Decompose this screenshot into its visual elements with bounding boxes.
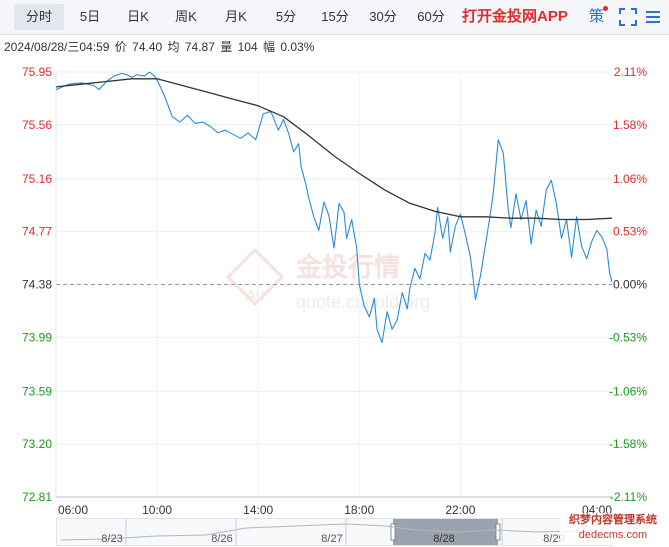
site-watermark-line1: 织梦内容管理系统 [569, 514, 657, 526]
tab-30min[interactable]: 30分 [369, 9, 397, 24]
time-tick-label: 14:00 [243, 503, 273, 517]
navigator-right-handle[interactable] [495, 523, 501, 541]
navigator-date-label: 8/23 [101, 533, 122, 545]
time-tick-label: 06:00 [58, 503, 88, 517]
percent-tick-label: -1.58% [609, 437, 647, 451]
price-tick-label: 73.99 [22, 330, 52, 344]
info-volume-value: 104 [237, 40, 258, 54]
notification-dot [603, 6, 608, 11]
site-watermark: 织梦内容管理系统 dedecms.com [560, 513, 666, 545]
navigator-sparkline [60, 523, 609, 541]
percent-tick-label: -1.06% [609, 384, 647, 398]
navigator-selection[interactable] [393, 519, 498, 545]
tab-daily-k[interactable]: 日K [127, 9, 149, 24]
percent-tick-label: 1.06% [613, 172, 647, 186]
info-change-label: 幅 [262, 40, 275, 54]
tab-weekly-k[interactable]: 周K [175, 9, 197, 24]
info-price-label: 价 [114, 40, 127, 54]
percent-tick-label: 1.58% [613, 118, 647, 132]
tab-monthly-k[interactable]: 月K [225, 9, 247, 24]
price-tick-label: 73.20 [22, 437, 52, 451]
price-tick-label: 74.77 [22, 225, 52, 239]
watermark-logo: Au [225, 247, 285, 307]
navigator-date-label: 8/28 [433, 533, 454, 545]
navigator-background [56, 518, 612, 546]
tab-intraday[interactable]: 分时 [14, 4, 64, 30]
info-avg-value: 74.87 [184, 40, 215, 54]
price-tick-label: 75.16 [22, 172, 52, 186]
time-axis: 06:00 10:00 14:00 18:00 22:00 04:00 [55, 72, 612, 517]
tab-60min[interactable]: 60分 [417, 9, 445, 24]
open-app-link[interactable]: 打开金投网APP [462, 8, 568, 25]
fullscreen-icon[interactable] [619, 8, 637, 26]
site-watermark-line2: dedecms.com [578, 529, 648, 541]
percent-tick-label: 0.53% [613, 225, 647, 239]
price-line [55, 71, 613, 344]
info-change-value: 0.03% [280, 40, 315, 54]
time-tick-label: 22:00 [445, 503, 475, 517]
menu-icon[interactable] [644, 8, 662, 26]
navigator-left-handle[interactable] [390, 523, 396, 541]
average-price-line [55, 78, 613, 221]
series-lines [55, 71, 613, 344]
strategy-button[interactable]: 策 [589, 8, 605, 25]
navigator-date-label: 8/29 [543, 533, 564, 545]
percent-axis: 2.11% 1.58% 1.06% 0.53% 0.00% -0.53% -1.06% -1.… [609, 65, 647, 504]
tab-15min[interactable]: 15分 [321, 9, 349, 24]
info-price-value: 74.40 [132, 40, 163, 54]
tab-5day[interactable]: 5日 [79, 9, 101, 24]
price-tick-label: 72.81 [22, 490, 52, 504]
navigator-date-label: 8/26 [211, 533, 232, 545]
chart-grid [56, 71, 612, 498]
percent-tick-label: -0.53% [609, 330, 647, 344]
time-range-navigator[interactable]: 8/23 8/26 8/27 8/28 8/29 [56, 518, 612, 546]
info-datetime: 2024/08/28/三04:59 [4, 40, 110, 54]
percent-tick-label: 0.00% [613, 278, 647, 292]
price-tick-label: 74.38 [22, 278, 52, 292]
time-tick-label: 18:00 [344, 503, 374, 517]
price-tick-label: 75.56 [22, 118, 52, 132]
watermark-au: Au [246, 287, 264, 304]
quote-info-bar: 2024/08/28/三04:59 价 74.40 均 74.87 量 104 … [4, 38, 316, 55]
percent-tick-label: -2.11% [610, 490, 647, 504]
navigator-date-label: 8/27 [321, 533, 342, 545]
info-avg-label: 均 [167, 40, 180, 54]
price-tick-label: 73.59 [22, 384, 52, 398]
tab-5min[interactable]: 5分 [275, 9, 297, 24]
chart-toolbar: 分时 5日 日K 周K 月K 5分 15分 30分 60分 打开金投网APP 策 [0, 0, 669, 35]
watermark: Au 金投行情 quote.cngold.org [225, 247, 430, 312]
info-volume-label: 量 [220, 40, 233, 54]
price-tick-label: 75.95 [22, 65, 52, 79]
price-axis: 75.95 75.56 75.16 74.77 74.38 73.99 73.59 73.20… [22, 65, 52, 504]
watermark-cn: 金投行情 [295, 252, 400, 282]
time-tick-label: 10:00 [142, 503, 172, 517]
percent-tick-label: 2.11% [614, 65, 647, 79]
